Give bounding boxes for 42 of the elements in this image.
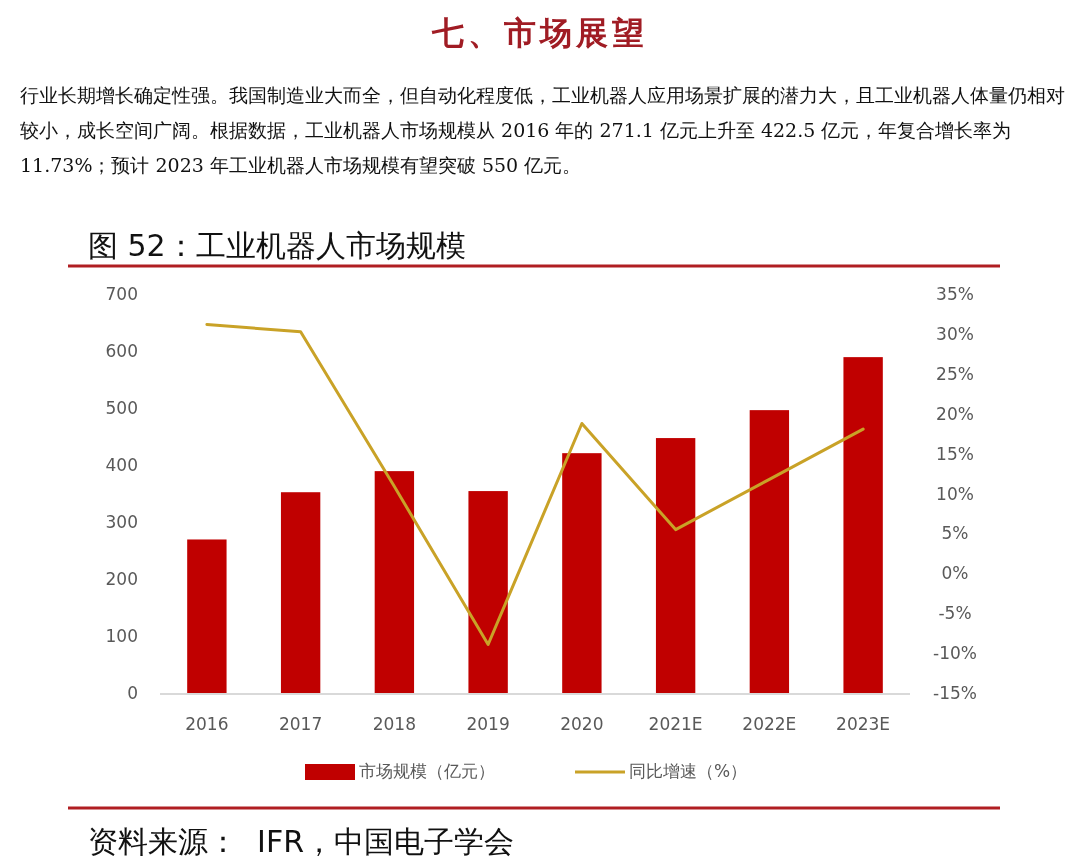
x-tick-label: 2022E [742, 714, 797, 734]
caption: 图 52：工业机器人市场规模 [88, 228, 466, 263]
text: 资料来源： IFR，中国电子学会 [88, 824, 515, 859]
y2-tick-label: 30% [936, 323, 974, 344]
y-tick-label: 300 [105, 512, 138, 532]
y2-tick-label: 25% [936, 363, 974, 384]
chart-subtitle: 行业长期增长确定性强。我国制造业大而全，但自动化程度低，工业机器人应用场景扩展的潜力大，且工业机器人体量仍相对较小，成长空间广阔。根据数据，工业机器人市场规模从 2016 年的 271.1 亿元上升至 422.5 亿元，年复合增长率为 11.73%；预计 2023 年工业机器人市场规模有望突破 550 亿元。 [20, 83, 1065, 178]
y2-tick-label: -15% [933, 683, 977, 703]
bar [468, 491, 508, 694]
y-tick-label: 500 [105, 398, 138, 418]
x-tick-label: 2023E [836, 714, 891, 734]
x-tick-label: 2016 [185, 714, 229, 734]
y-tick-label: 200 [105, 569, 138, 589]
bar [374, 471, 415, 694]
bar [655, 438, 696, 694]
y-tick-label: 100 [105, 626, 138, 646]
y2-tick-label: 20% [936, 403, 974, 424]
y-tick-label: 700 [105, 284, 138, 304]
legend-label: 同比增速（%） [629, 761, 748, 781]
x-tick-label: 2021E [648, 714, 703, 734]
bar [562, 453, 602, 694]
y2-tick-label: 15% [936, 443, 974, 464]
bar [843, 357, 883, 694]
x-tick-label: 2020 [560, 714, 604, 734]
bar [280, 492, 321, 694]
bar [187, 539, 227, 694]
y-tick-label: 400 [105, 455, 138, 475]
y-tick-label: 0 [127, 683, 138, 703]
line-series [205, 323, 865, 647]
bar [749, 410, 790, 694]
x-tick-label: 2019 [466, 714, 510, 734]
chart-title: 七、市场展望 [430, 13, 649, 54]
x-tick-label: 2017 [278, 714, 323, 734]
y2-tick-label: -10% [933, 643, 977, 664]
x-tick-label: 2018 [372, 714, 417, 734]
y2-tick-label: 10% [936, 483, 974, 504]
y2-tick-label: -5% [938, 603, 972, 624]
y-tick-label: 600 [105, 341, 138, 361]
y2-tick-label: 0% [941, 563, 969, 584]
legend-label: 市场规模（亿元） [359, 761, 495, 781]
y2-tick-label: 35% [936, 284, 974, 304]
y2-tick-label: 5% [941, 523, 969, 544]
